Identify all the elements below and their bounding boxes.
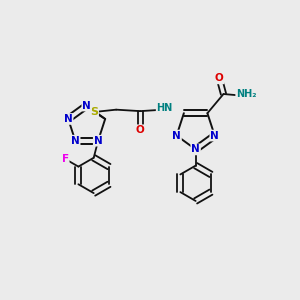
Text: N: N (172, 130, 181, 141)
Text: NH₂: NH₂ (236, 89, 256, 99)
Text: HN: HN (157, 103, 173, 113)
Text: N: N (64, 114, 73, 124)
Text: O: O (215, 74, 224, 83)
Text: N: N (71, 136, 80, 146)
Text: N: N (82, 100, 91, 110)
Text: N: N (94, 136, 103, 146)
Text: O: O (136, 125, 145, 135)
Text: F: F (61, 154, 69, 164)
Text: N: N (191, 144, 200, 154)
Text: N: N (210, 130, 219, 141)
Text: S: S (90, 107, 98, 117)
